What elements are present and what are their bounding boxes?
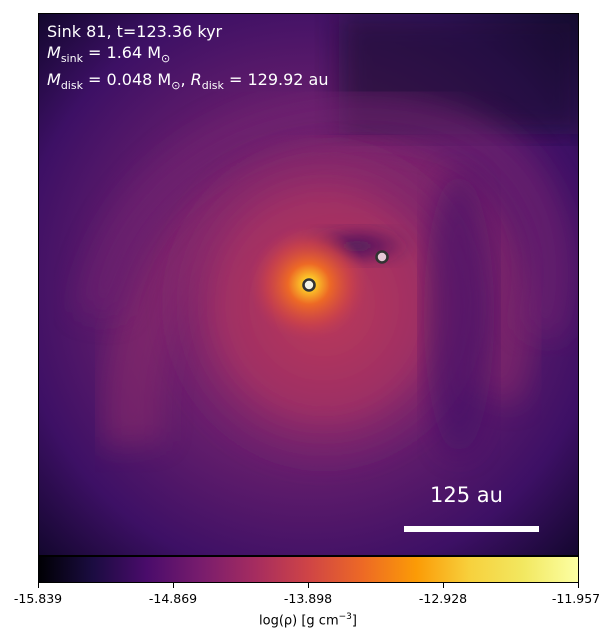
density-map-panel bbox=[38, 13, 579, 556]
primary-sink-marker bbox=[302, 278, 316, 292]
density-image bbox=[39, 14, 578, 555]
scalebar bbox=[404, 526, 539, 532]
colorbar-tick-label: -11.957 bbox=[551, 591, 601, 606]
colorbar bbox=[38, 556, 579, 583]
simulation-annotation: Sink 81, t=123.36 kyr Msink = 1.64 M⊙ Md… bbox=[47, 21, 328, 96]
colorbar-tick bbox=[443, 583, 444, 588]
colorbar-tick bbox=[578, 583, 579, 588]
disk-properties-label: Mdisk = 0.048 M⊙, Rdisk = 129.92 au bbox=[47, 70, 329, 93]
colorbar-tick bbox=[173, 583, 174, 588]
sink-mass-label: Msink = 1.64 M⊙ bbox=[47, 43, 171, 66]
colorbar-tick-label: -15.839 bbox=[13, 591, 63, 606]
colorbar-tick-label: -13.898 bbox=[283, 591, 333, 606]
colorbar-tick bbox=[38, 583, 39, 588]
colorbar-gradient bbox=[39, 557, 578, 582]
secondary-sink-marker bbox=[375, 250, 389, 264]
scalebar-label: 125 au bbox=[430, 483, 503, 507]
sink-time-label: Sink 81, t=123.36 kyr bbox=[47, 22, 223, 41]
colorbar-tick-label: -12.928 bbox=[418, 591, 468, 606]
colorbar-tick-label: -14.869 bbox=[148, 591, 198, 606]
colorbar-label: log(ρ) [g cm−3] bbox=[259, 612, 357, 629]
colorbar-tick bbox=[308, 583, 309, 588]
